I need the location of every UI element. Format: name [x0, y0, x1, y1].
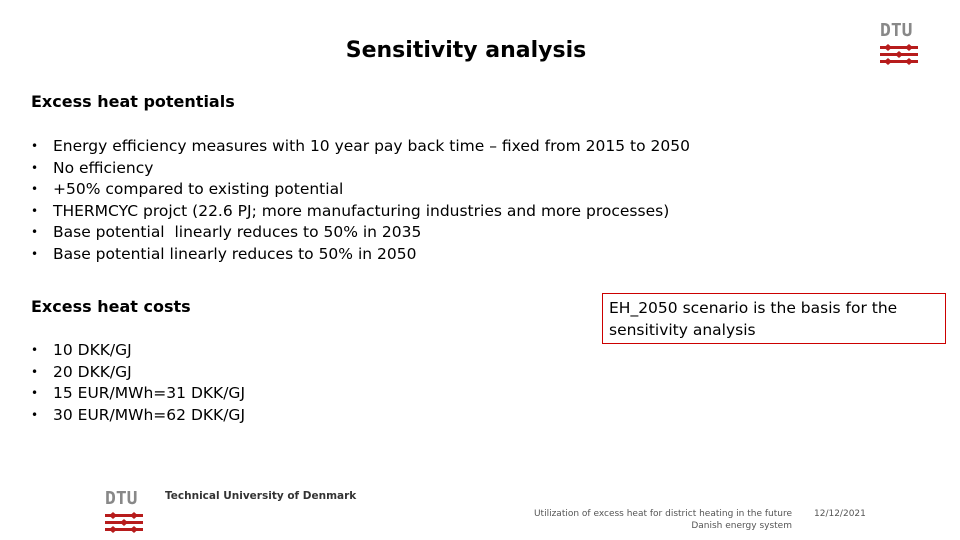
bullet: • [31, 386, 39, 401]
logo-mark [880, 44, 918, 65]
bullet: • [31, 160, 39, 175]
bullet: • [31, 247, 39, 261]
bullet: • [31, 139, 39, 153]
bullet-item: Base potential linearly reduces to 50% i… [53, 223, 422, 242]
note-box: EH_2050 scenario is the basis for the se… [602, 293, 946, 344]
bullet: • [31, 407, 39, 422]
bullet: • [31, 364, 39, 379]
section-heading: Excess heat potentials [31, 92, 235, 111]
slide-title: Sensitivity analysis [345, 38, 587, 63]
footer-caption: Utilization of excess heat for district … [533, 509, 792, 519]
footer-logo-mark [105, 512, 143, 533]
footer-date: 12/12/2021 [814, 509, 866, 519]
bullet-item: 30 EUR/MWh=62 DKK/GJ [53, 405, 246, 424]
bullet-item: No efficiency [53, 158, 154, 177]
bullet: • [31, 225, 39, 240]
footer-caption: Danish energy system [691, 521, 792, 531]
bullet: • [31, 182, 39, 197]
footer-logo-text: DTU [105, 488, 138, 509]
bullet-item: 15 EUR/MWh=31 DKK/GJ [53, 384, 246, 403]
bullet: • [31, 343, 39, 357]
bullet: • [31, 203, 39, 218]
bullet-item: +50% compared to existing potential [53, 180, 344, 199]
university-name: Technical University of Denmark [165, 490, 357, 502]
bullet-item: Energy efficiency measures with 10 year … [53, 137, 690, 155]
logo-text: DTU [880, 20, 913, 41]
bullet-item: 20 DKK/GJ [53, 362, 132, 381]
bullet-item: 10 DKK/GJ [53, 341, 132, 359]
bullet-item: THERMCYC projct (22.6 PJ; more manufactu… [53, 201, 670, 220]
bullet-item: Base potential linearly reduces to 50% i… [53, 245, 417, 263]
section-heading: Excess heat costs [31, 297, 191, 316]
